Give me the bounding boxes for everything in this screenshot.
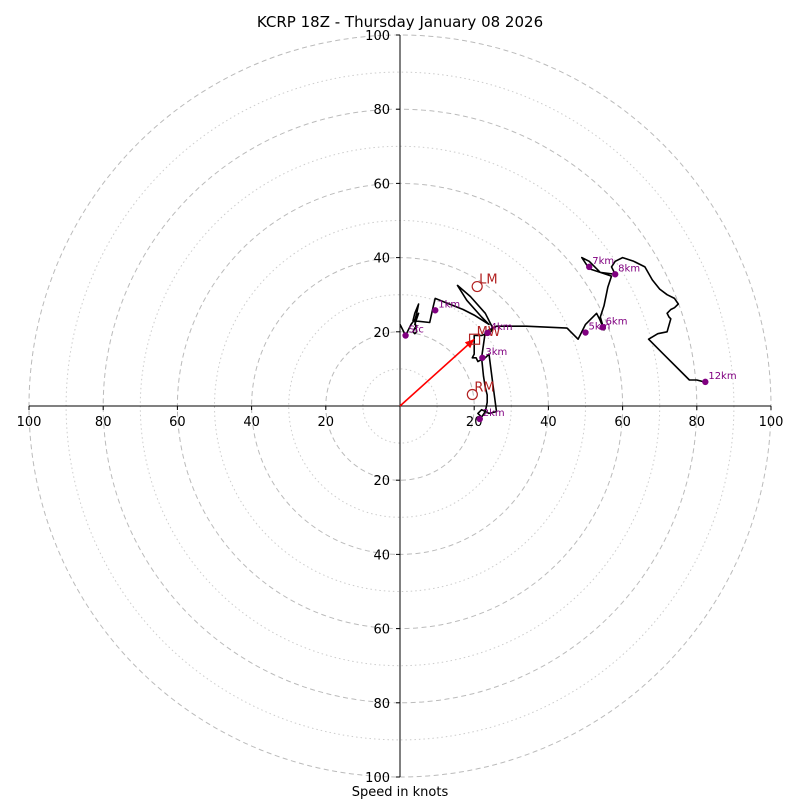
y-tick-label: 60 <box>373 177 390 192</box>
y-tick-label: 80 <box>373 697 390 712</box>
height-marker-dot <box>599 324 606 331</box>
height-marker-dot <box>702 378 709 386</box>
height-marker-label: 1km <box>438 299 460 310</box>
storm-motion-markers: LMRMMW <box>466 273 501 401</box>
height-marker-dot <box>484 329 491 337</box>
height-marker-label: 4km <box>491 322 513 333</box>
height-marker-label: 7km <box>592 256 614 267</box>
x-tick-label: 80 <box>95 415 112 430</box>
x-tick-label: 40 <box>243 415 260 430</box>
height-marker-label: 12km <box>708 371 736 382</box>
y-tick-label: 20 <box>373 474 390 489</box>
y-tick-label: 80 <box>373 103 390 118</box>
height-marker-dot <box>402 332 409 339</box>
y-tick-label: 100 <box>365 29 390 44</box>
hodograph-trace <box>399 256 705 418</box>
storm-motion-marker <box>471 280 483 293</box>
x-tick-label: 40 <box>540 415 557 430</box>
shear-vector <box>399 338 475 407</box>
height-marker-dot <box>479 354 486 361</box>
height-markers: Sfc1km2km3km4km5km6km7km8km12km <box>402 256 737 423</box>
shear-vector-line <box>399 338 475 407</box>
height-marker-label: 6km <box>606 316 628 327</box>
storm-motion-label: LM <box>479 273 497 288</box>
x-tick-label: 60 <box>614 415 631 430</box>
height-marker-dot <box>586 263 593 271</box>
y-tick-label: 40 <box>373 252 390 267</box>
x-tick-label: 80 <box>689 415 706 430</box>
height-marker-label: Sfc <box>409 325 424 336</box>
x-axis-label: Speed in knots <box>352 785 449 800</box>
x-tick-label: 20 <box>318 415 335 430</box>
storm-motion-marker <box>466 388 478 401</box>
height-marker-label: 3km <box>485 347 507 358</box>
height-marker-label: 2km <box>483 408 505 419</box>
x-tick-label: 100 <box>17 415 42 430</box>
y-tick-label: 60 <box>373 623 390 638</box>
height-marker-dot <box>476 415 483 423</box>
x-tick-label: 100 <box>759 415 784 430</box>
storm-motion-label: RM <box>474 380 494 395</box>
y-tick-label: 20 <box>373 326 390 341</box>
x-tick-label: 60 <box>169 415 186 430</box>
mean-wind-marker <box>468 333 481 345</box>
chart-title: KCRP 18Z - Thursday January 08 2026 <box>257 13 543 31</box>
y-tick-label: 40 <box>373 548 390 563</box>
height-marker-dot <box>582 329 589 336</box>
height-marker-dot <box>432 307 439 314</box>
height-marker-label: 8km <box>618 263 640 274</box>
y-tick-label: 100 <box>365 771 390 786</box>
height-marker-dot <box>611 271 619 278</box>
